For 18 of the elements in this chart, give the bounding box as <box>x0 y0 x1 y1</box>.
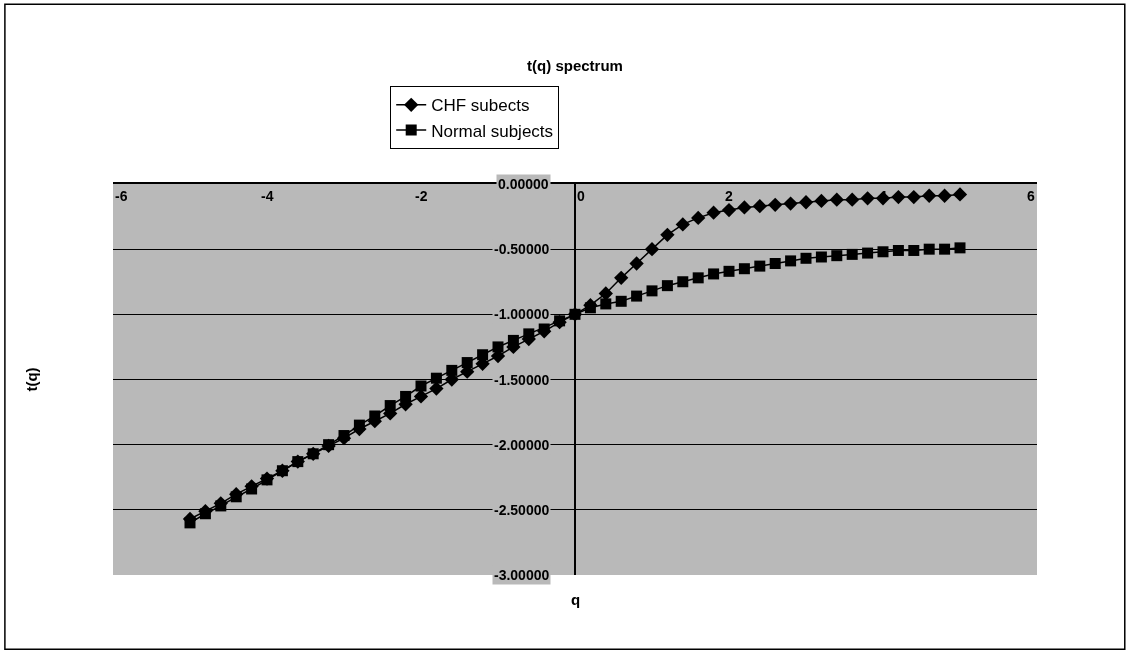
x-tick-label: -4 <box>261 188 274 204</box>
y-tick-label: -2.50000 <box>494 502 550 518</box>
y-tick-label: -3.00000 <box>494 567 550 583</box>
x-tick-label: 0 <box>577 188 585 204</box>
x-tick-label: 6 <box>1027 188 1035 204</box>
y-tick-label: -2.00000 <box>494 437 550 453</box>
chart-title: t(q) spectrum <box>527 56 623 74</box>
x-axis-title: q <box>571 591 581 608</box>
legend-label: Normal subjects <box>431 121 554 141</box>
y-axis-title: t(q) <box>22 367 40 392</box>
y-tick-label: -0.50000 <box>494 241 550 257</box>
x-tick-label: 2 <box>725 188 733 204</box>
x-tick-label: -6 <box>115 188 128 204</box>
legend-label: CHF subects <box>431 96 530 116</box>
y-tick-label: 0.00000 <box>498 176 549 192</box>
x-tick-label: -2 <box>415 188 428 204</box>
y-tick-label: -1.50000 <box>494 372 550 388</box>
y-tick-label: -1.00000 <box>494 306 550 322</box>
